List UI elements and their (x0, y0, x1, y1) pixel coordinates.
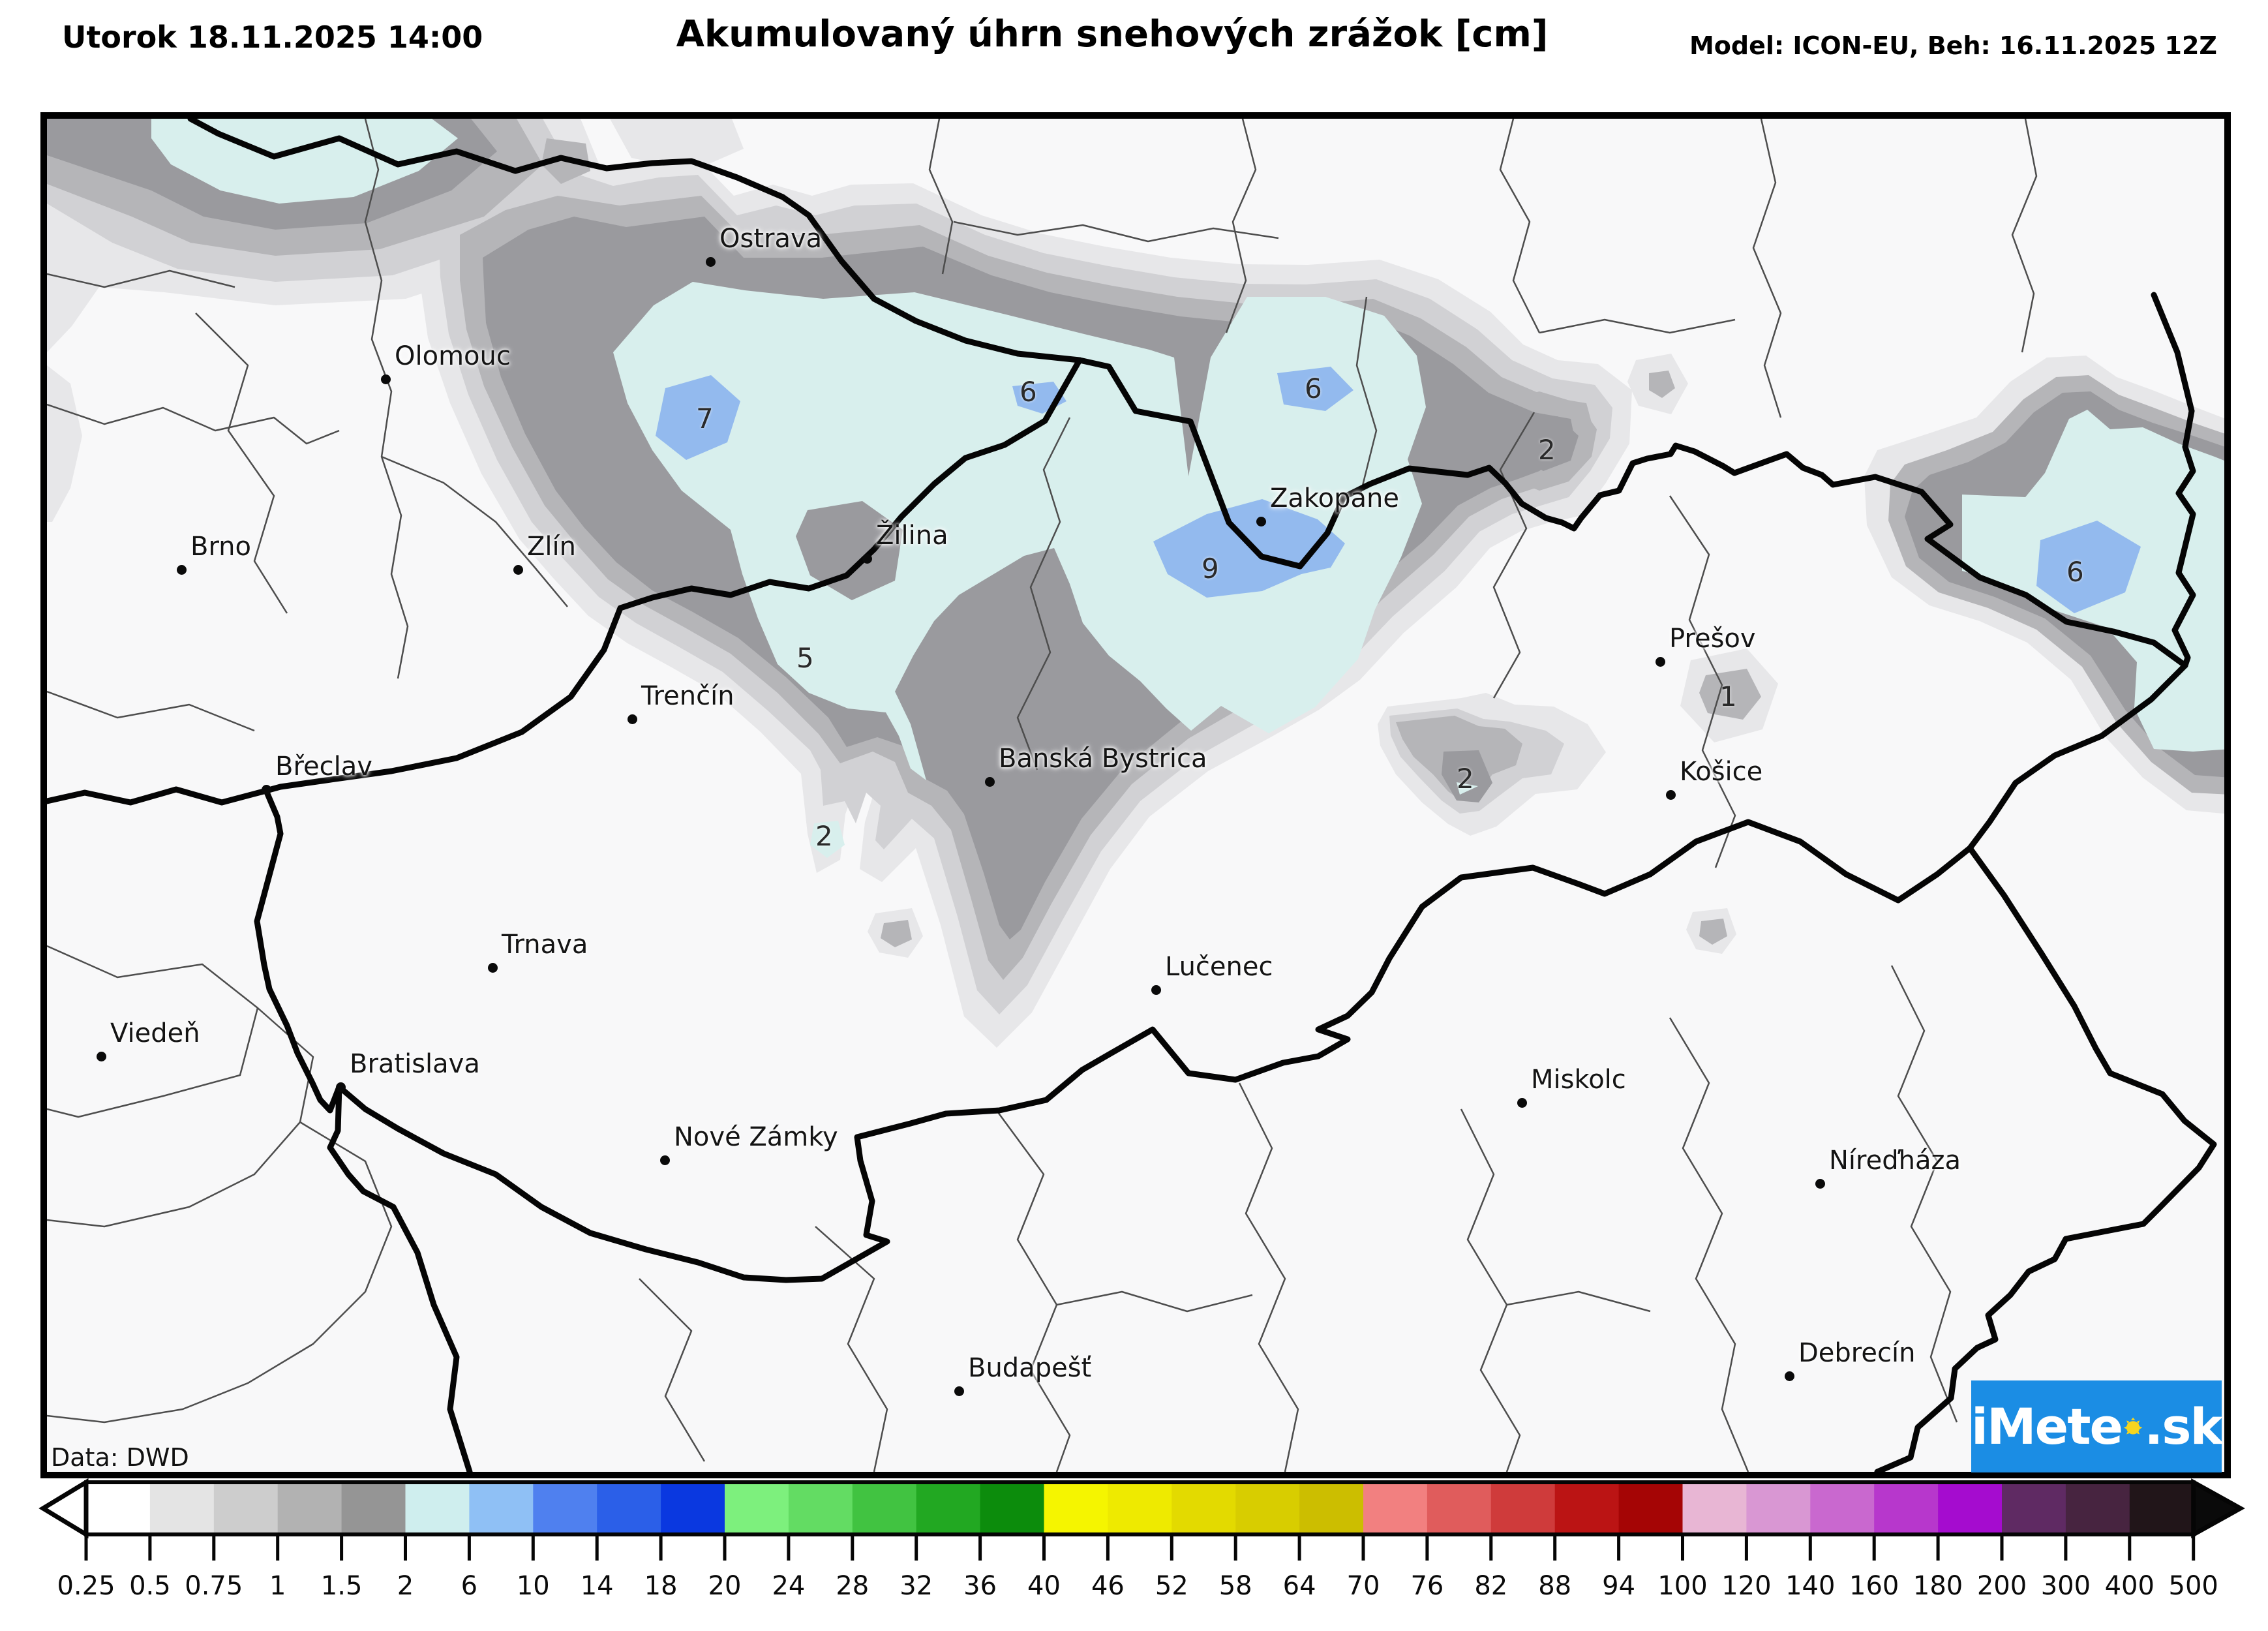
legend-tick-label: 140 (1785, 1571, 1835, 1601)
legend-segment (2065, 1482, 2130, 1534)
legend-segment (149, 1482, 215, 1534)
legend-segment (916, 1482, 981, 1534)
legend-tick-label: 100 (1657, 1571, 1707, 1601)
legend-tick-label: 40 (1027, 1571, 1061, 1601)
legend-arrow-left (38, 1478, 89, 1539)
legend-tick-label: 32 (900, 1571, 933, 1601)
legend-segment (725, 1482, 789, 1534)
legend-tick-label: 1.5 (321, 1571, 363, 1601)
legend-tick-label: 160 (1849, 1571, 1899, 1601)
legend-segment (341, 1482, 406, 1534)
legend-segment (1044, 1482, 1109, 1534)
legend-tick-label: 120 (1721, 1571, 1771, 1601)
legend-segment (1874, 1482, 1939, 1534)
legend-tick-label: 64 (1283, 1571, 1316, 1601)
legend-tick-label: 36 (963, 1571, 997, 1601)
legend-tick-label: 1 (269, 1571, 286, 1601)
legend-tick-label: 200 (1977, 1571, 2027, 1601)
legend-segment (1618, 1482, 1684, 1534)
legend-segment (1490, 1482, 1556, 1534)
legend-tick-label: 2 (397, 1571, 414, 1601)
legend-segment (1427, 1482, 1492, 1534)
legend-segment (213, 1482, 279, 1534)
header-date: Utorok 18.11.2025 14:00 (62, 20, 483, 55)
legend-tick-label: 88 (1538, 1571, 1571, 1601)
legend-tick-label: 58 (1219, 1571, 1252, 1601)
legend-segment (1810, 1482, 1875, 1534)
legend-outline (84, 1480, 2196, 1536)
legend-tick-label: 6 (461, 1571, 477, 1601)
legend-segment (1554, 1482, 1620, 1534)
legend-tick-label: 18 (644, 1571, 678, 1601)
legend-tick-label: 0.25 (57, 1571, 115, 1601)
legend-tick-label: 500 (2169, 1571, 2218, 1601)
legend-tick-label: 10 (517, 1571, 550, 1601)
map-frame (40, 112, 2231, 1478)
legend-segment (533, 1482, 597, 1534)
legend-tick-label: 70 (1347, 1571, 1380, 1601)
legend-segment (852, 1482, 917, 1534)
legend-segment (1299, 1482, 1364, 1534)
legend-segment (1363, 1482, 1428, 1534)
legend-arrow-right (2191, 1478, 2245, 1538)
legend-segment (788, 1482, 853, 1534)
legend-segment (469, 1482, 534, 1534)
legend-tick-label: 400 (2105, 1571, 2155, 1601)
legend-tick-label: 0.5 (129, 1571, 171, 1601)
legend-segment (2129, 1482, 2194, 1534)
legend-segment (597, 1482, 661, 1534)
legend-segment (1746, 1482, 1811, 1534)
legend-colorbar: 0.25 0.5 0.75 1 1.5 2 6 10 14 18 20 24 28 32 36 40 46 52 5… (38, 1478, 2245, 1601)
legend-tick-label: 180 (1913, 1571, 1963, 1601)
legend-segment (86, 1482, 151, 1534)
legend-segment (1108, 1482, 1173, 1534)
legend-tick-label: 300 (2041, 1571, 2091, 1601)
legend-tick-label: 28 (836, 1571, 869, 1601)
legend-tick-label: 24 (772, 1571, 805, 1601)
legend-segment (980, 1482, 1045, 1534)
legend-tick-label: 82 (1474, 1571, 1507, 1601)
header-model-info: Model: ICON-EU, Beh: 16.11.2025 12Z (1689, 31, 2217, 60)
map-art (47, 119, 2224, 1472)
legend-segment (1938, 1482, 2003, 1534)
legend-segment (1235, 1482, 1300, 1534)
legend-segment (2002, 1482, 2066, 1534)
legend-segment (1682, 1482, 1747, 1534)
legend-segment (661, 1482, 725, 1534)
legend-tick-label: 14 (581, 1571, 614, 1601)
legend-tick-label: 46 (1091, 1571, 1125, 1601)
legend-tick-label: 52 (1155, 1571, 1188, 1601)
legend-tick-label: 20 (708, 1571, 742, 1601)
legend-tick-label: 0.75 (185, 1571, 243, 1601)
page-title: Akumulovaný úhrn snehových zrážok [cm] (676, 13, 1549, 55)
legend-segment (405, 1482, 470, 1534)
legend-tick-label: 94 (1602, 1571, 1635, 1601)
legend-segment (1172, 1482, 1236, 1534)
legend-tick-label: 76 (1410, 1571, 1444, 1601)
legend-segment (277, 1482, 342, 1534)
